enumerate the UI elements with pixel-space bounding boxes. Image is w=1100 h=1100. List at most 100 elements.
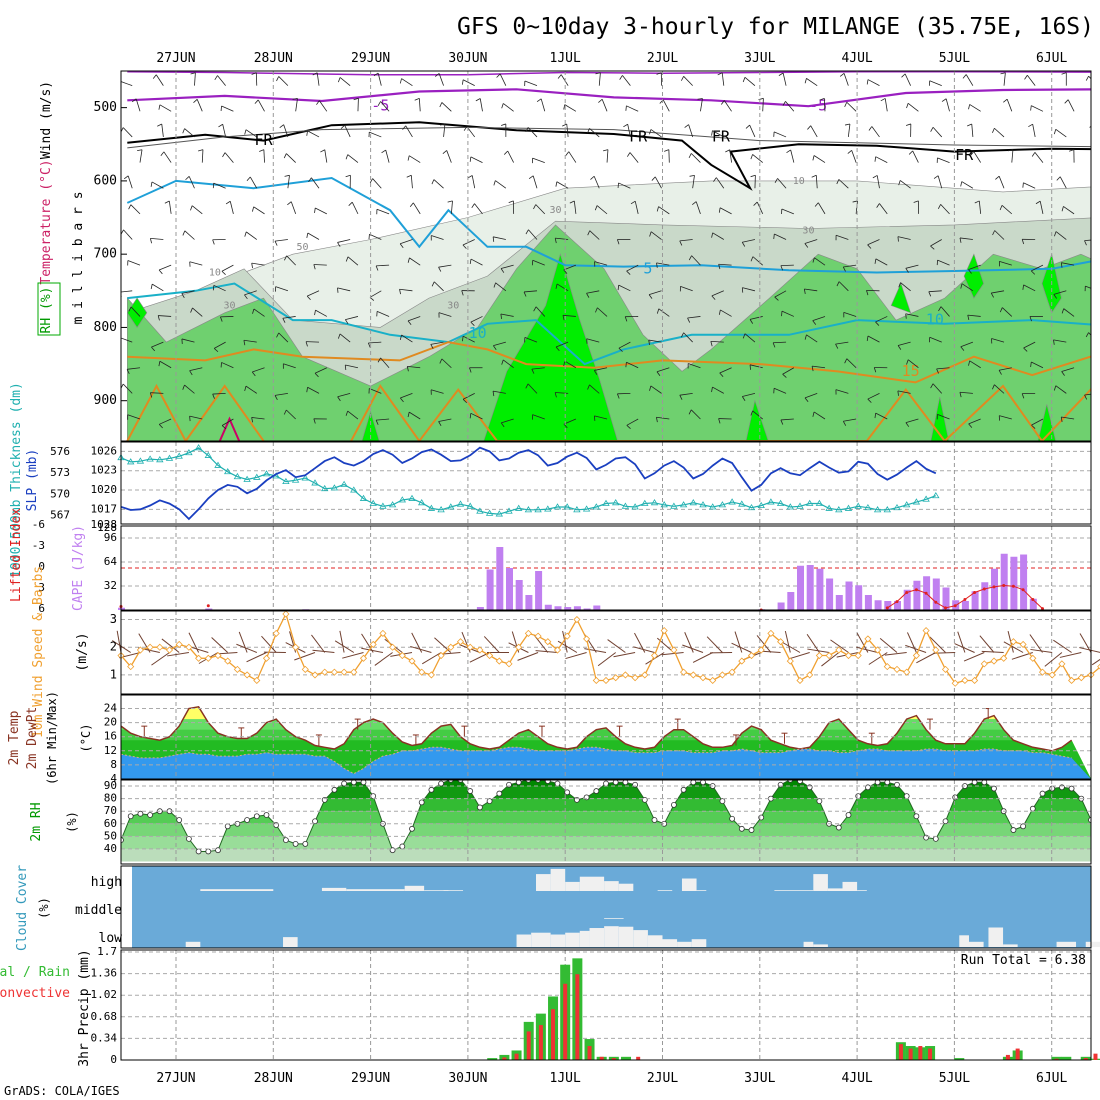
wind-barb: [399, 239, 413, 248]
cape-bar: [1000, 553, 1008, 610]
rh-band: [121, 848, 1091, 862]
precip-axis-label: 3hr Precip (mm): [77, 949, 92, 1066]
tick-label: -3: [32, 539, 45, 552]
wind-barb: [844, 101, 857, 112]
thickness-point: [660, 501, 668, 508]
wind-speed-point: [204, 654, 212, 662]
wind-barb: [368, 233, 382, 240]
wind-barb: [959, 237, 973, 243]
wind-speed-point: [835, 646, 843, 654]
rh-point: [476, 804, 483, 811]
cloud-bar-high: [857, 890, 867, 891]
cloud-bar-low: [647, 935, 663, 947]
wind-barb: [974, 200, 982, 214]
precip-conv-bar: [526, 1031, 531, 1060]
wind-barb: [905, 418, 919, 427]
wind-barb: [1094, 153, 1100, 162]
cloud-bar-high: [536, 874, 551, 891]
thickness-point: [592, 503, 601, 510]
cape-bar: [894, 601, 901, 610]
wind-speed-point: [456, 638, 465, 646]
wind-barb: [276, 76, 289, 86]
wind-barb: [252, 206, 265, 215]
rh-point: [389, 847, 396, 854]
wind-barb: [189, 367, 203, 376]
cape-bar: [864, 595, 872, 610]
wind-barb: [664, 149, 670, 163]
wind-barb: [1056, 176, 1067, 189]
rh-point: [700, 780, 706, 786]
date-label-bottom: 5JUL: [939, 1071, 970, 1086]
wind-barb: [656, 262, 670, 268]
precip-conv-bar: [587, 1046, 592, 1060]
wind-barb: [157, 315, 172, 321]
thickness-point: [776, 499, 785, 506]
thickness-point: [718, 501, 727, 508]
wind-barb: [337, 77, 351, 86]
wind-barb: [1029, 316, 1043, 322]
date-label-bottom: 28JUN: [254, 1071, 293, 1086]
wind-barb: [158, 264, 172, 275]
wind-speed-point: [864, 635, 872, 643]
wind-barb-10m: [780, 641, 801, 653]
wind-speed-point: [728, 668, 736, 676]
wind-barb: [251, 262, 265, 269]
wind-barb: [283, 409, 296, 420]
panel-frame: [120, 779, 1092, 865]
wind-speed-point: [631, 674, 639, 682]
cape-bar: [913, 580, 921, 610]
rh-point: [263, 812, 270, 818]
rh-point: [409, 825, 415, 832]
wind-barb: [274, 392, 288, 401]
wind-barb: [991, 338, 1005, 344]
wind-barb: [225, 200, 234, 214]
wind-barb: [528, 175, 538, 189]
wind-speed-point: [505, 660, 513, 668]
wind-barb: [214, 75, 226, 86]
wind-barb-10m: [584, 648, 607, 653]
thickness-point: [194, 444, 203, 451]
panel-frame: [120, 70, 1092, 442]
wind-barb: [508, 200, 515, 214]
wind-barb: [688, 255, 701, 266]
wind-barb: [501, 359, 514, 369]
wind-barb: [623, 123, 631, 138]
wind-barb: [680, 76, 693, 86]
wind-barb: [292, 98, 298, 112]
wind-barb: [803, 288, 818, 294]
precip-conv-bar: [514, 1053, 519, 1060]
wind-barb: [811, 174, 818, 189]
wind-barb: [469, 258, 483, 266]
contour-label: -5: [371, 97, 389, 115]
rh-point: [428, 786, 435, 793]
wind-barb: [337, 287, 351, 293]
wind-barb: [1092, 316, 1100, 322]
precip-conv-bar: [636, 1056, 641, 1060]
wind-barb: [259, 149, 265, 163]
cloud-bar-high: [579, 876, 605, 891]
wind-barb-10m: [236, 643, 257, 653]
wind-barb: [874, 156, 888, 163]
date-label-bottom: 2JUL: [647, 1071, 678, 1086]
wind-barb: [469, 367, 483, 373]
wind-barb: [960, 181, 974, 189]
wind-speed-point: [815, 651, 823, 660]
thickness-point: [825, 504, 833, 511]
rh-point: [370, 793, 377, 799]
wind-barb: [717, 72, 725, 86]
wind-barb: [835, 341, 849, 349]
tick-label: 567: [50, 508, 70, 521]
thickness-point: [340, 480, 348, 487]
thickness-line: [120, 447, 937, 515]
rh-point: [981, 780, 988, 786]
rh-point: [302, 841, 309, 847]
wind-barb-10m: [483, 636, 500, 653]
wind-barb: [312, 72, 320, 86]
thickness-point: [253, 473, 261, 480]
cloud-bar-low: [604, 926, 619, 947]
wind-barb-10m: [954, 643, 975, 653]
wind-barb: [873, 367, 888, 373]
wind-barb: [814, 202, 826, 215]
cloud-bar-low: [185, 941, 201, 947]
wind-barb: [651, 176, 662, 189]
